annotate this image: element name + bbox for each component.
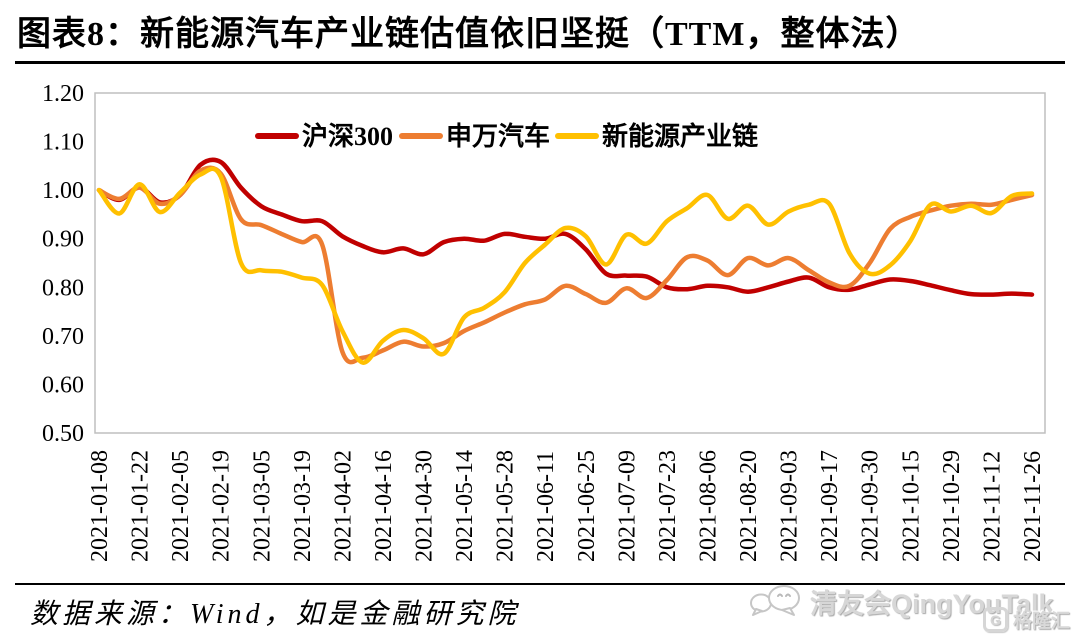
y-tick-label: 1.10 — [42, 130, 84, 156]
y-tick-label: 0.70 — [42, 324, 84, 350]
footer-divider — [15, 583, 1065, 585]
x-tick-label: 2021-09-03 — [777, 450, 803, 562]
watermark-text: 清友会QingYouTalk — [810, 589, 1054, 619]
x-tick-label: 2021-09-17 — [817, 450, 843, 562]
y-tick-label: 0.80 — [42, 275, 84, 301]
x-tick-label: 2021-07-23 — [655, 450, 681, 562]
x-tick-label: 2021-06-25 — [574, 450, 600, 562]
x-tick-label: 2021-08-20 — [736, 450, 762, 562]
x-tick-label: 2021-10-29 — [939, 450, 965, 562]
legend-item-new-energy: 新能源产业链 — [555, 121, 758, 151]
gelonghui-text: 格隆汇 — [1012, 611, 1070, 632]
y-tick-label: 0.50 — [42, 421, 84, 447]
legend-label-sw-auto: 申万汽车 — [446, 121, 550, 151]
x-tick-label: 2021-11-12 — [979, 451, 1005, 562]
plot-area-border — [94, 92, 1046, 434]
x-tick-label: 2021-05-14 — [452, 450, 478, 562]
data-source-note: 数据来源：Wind，如是金融研究院 — [30, 599, 520, 630]
legend-item-hs300: 沪深300 — [255, 122, 393, 151]
legend-label-new-energy: 新能源产业链 — [602, 121, 758, 151]
y-tick-label: 1.20 — [42, 81, 84, 107]
x-tick-label: 2021-02-05 — [168, 450, 194, 562]
x-tick-label: 2021-05-28 — [493, 450, 519, 562]
x-tick-label: 2021-03-19 — [290, 450, 316, 562]
legend-label-hs300: 沪深300 — [302, 122, 393, 151]
series-line-new-energy — [96, 166, 1035, 365]
chat-bubbles-icon — [750, 584, 800, 616]
x-tick-label: 2021-08-06 — [695, 450, 721, 562]
x-tick-label: 2021-04-02 — [330, 450, 356, 562]
x-tick-label: 2021-06-11 — [533, 451, 559, 562]
gelonghui-logo: G 格隆汇 — [982, 606, 1070, 633]
x-tick-label: 2021-01-08 — [87, 450, 113, 562]
x-tick-label: 2021-11-26 — [1020, 451, 1046, 562]
title-divider — [15, 61, 1065, 64]
x-tick-label: 2021-04-16 — [371, 450, 397, 562]
qingyoutalk-watermark: 清友会QingYouTalk — [748, 582, 1054, 621]
x-tick-label: 2021-01-22 — [128, 450, 154, 562]
y-tick-label: 0.90 — [42, 227, 84, 253]
x-tick-label: 2021-02-19 — [209, 450, 235, 562]
series-line-hs300 — [96, 157, 1035, 297]
x-tick-label: 2021-10-15 — [898, 450, 924, 562]
x-tick-label: 2021-09-30 — [858, 450, 884, 562]
series-line-sw-auto — [96, 165, 1035, 365]
x-tick-label: 2021-04-30 — [412, 450, 438, 562]
gelonghui-icon: G — [982, 607, 1008, 632]
y-tick-label: 1.00 — [42, 178, 84, 204]
figure-title: 图表8：新能源汽车产业链估值依旧坚挺（TTM，整体法） — [17, 16, 921, 53]
x-tick-label: 2021-07-09 — [614, 450, 640, 562]
legend-item-sw-auto: 申万汽车 — [399, 121, 550, 151]
y-tick-label: 0.60 — [42, 372, 84, 398]
x-tick-label: 2021-03-05 — [249, 450, 275, 562]
